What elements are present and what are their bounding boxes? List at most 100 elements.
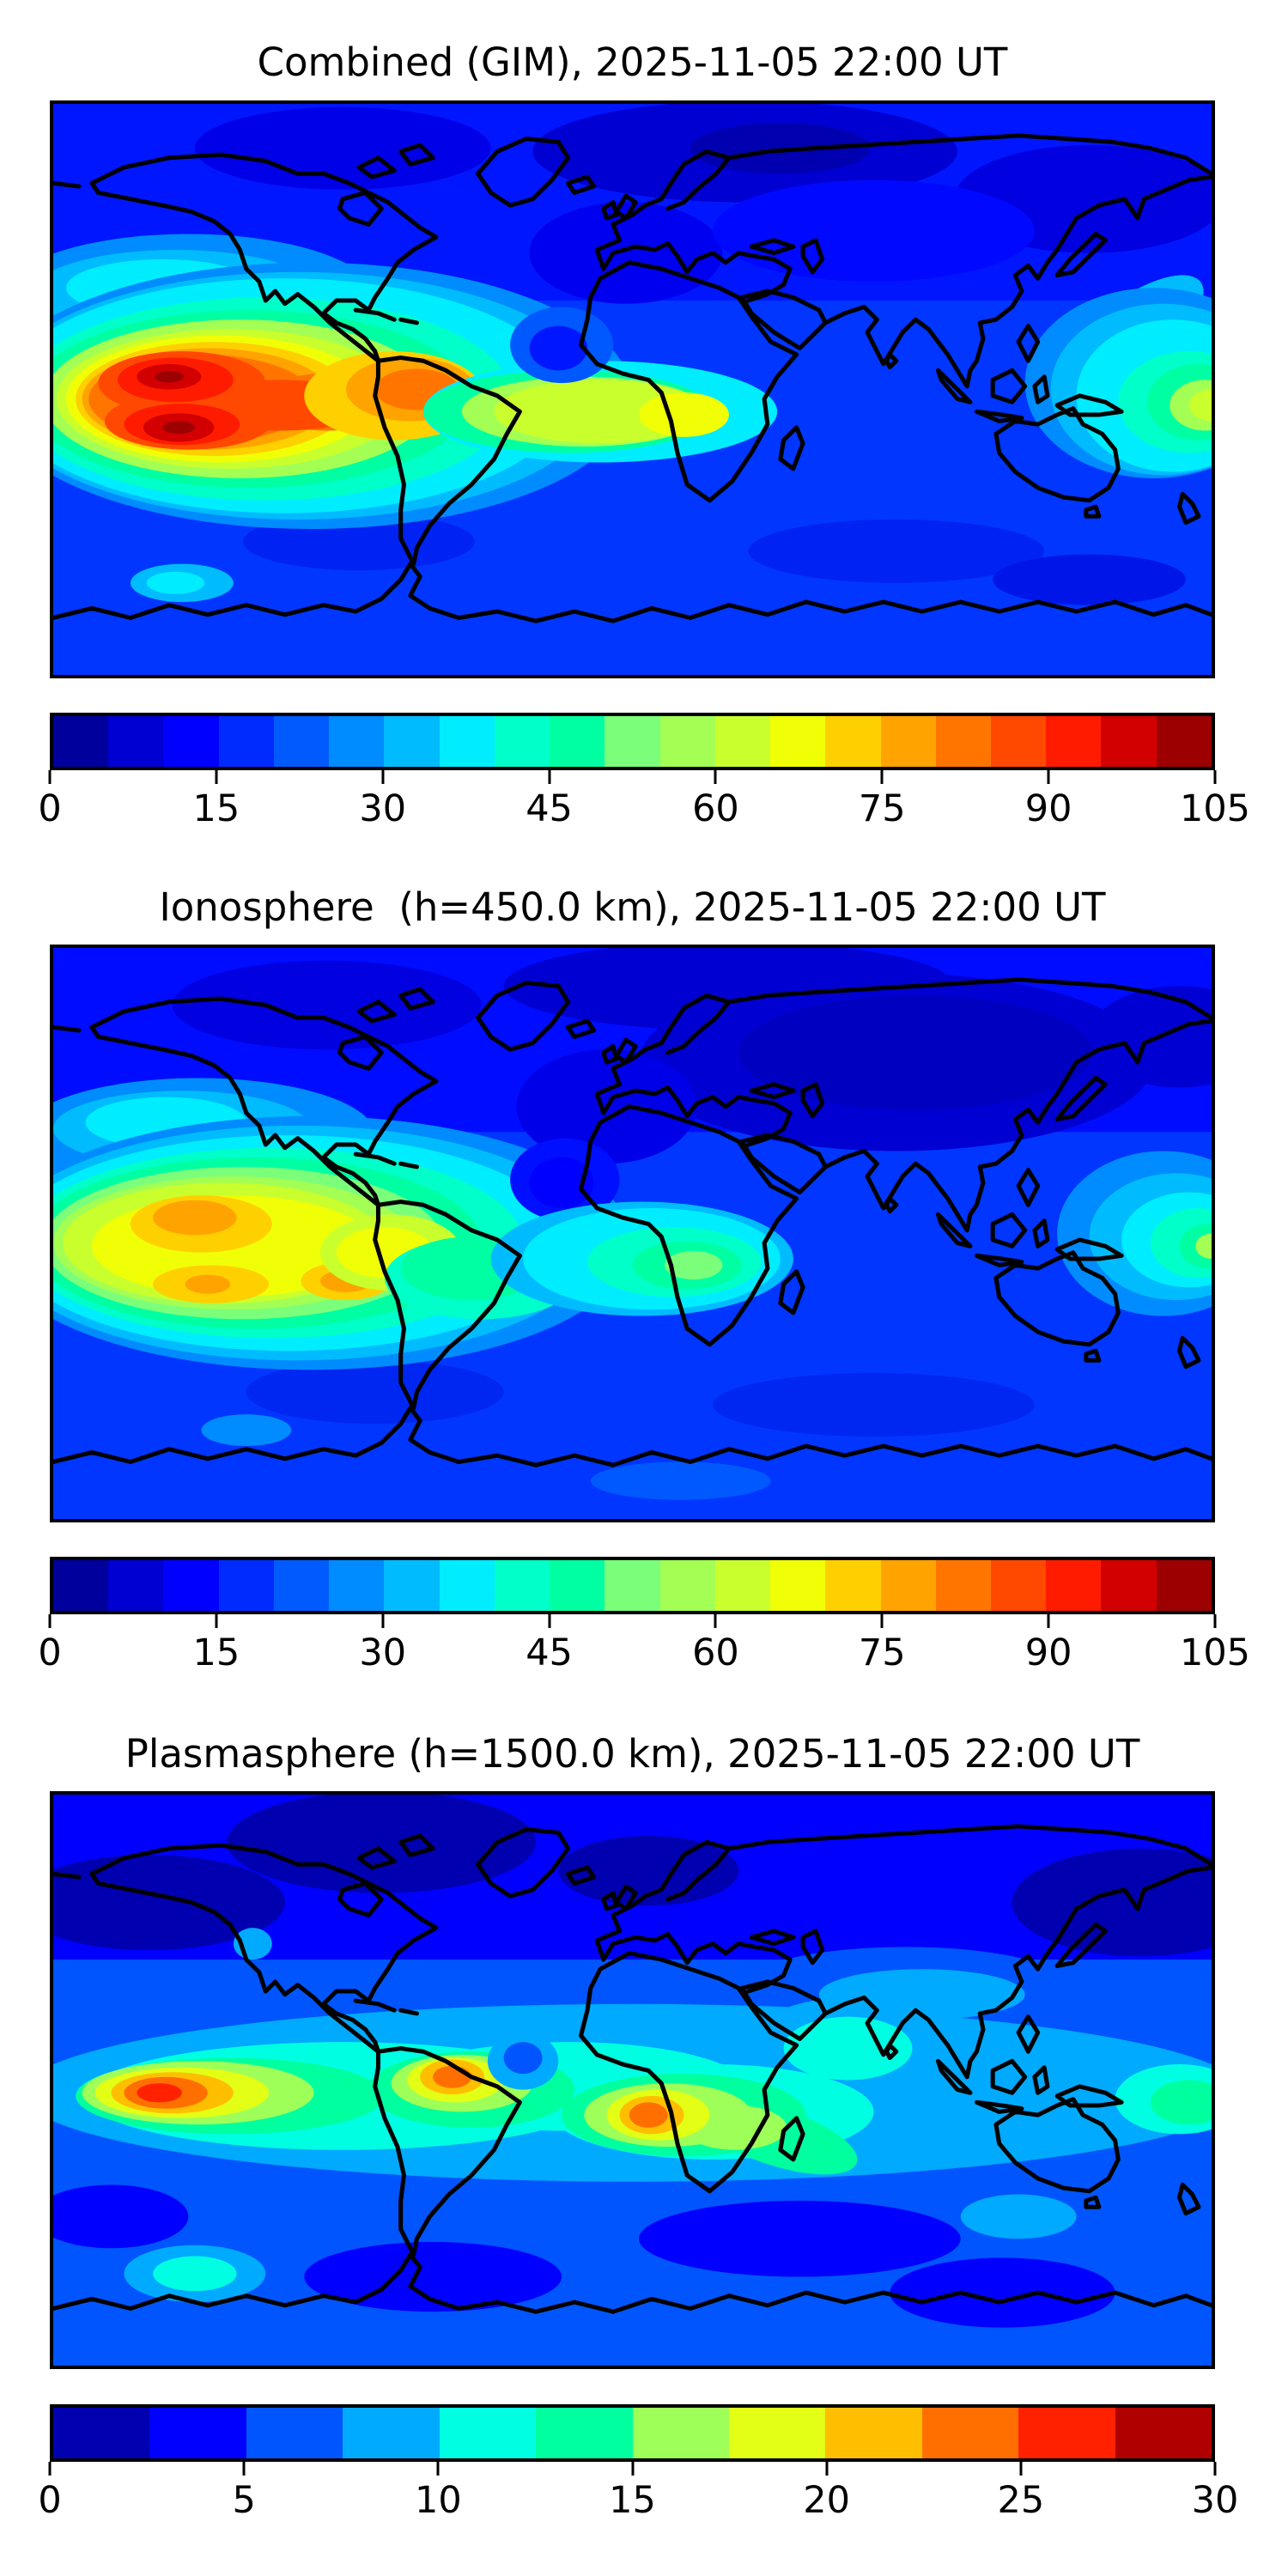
colorbar-segment — [108, 716, 164, 767]
colorbar-segment — [343, 2408, 440, 2458]
colorbar-tick-label: 75 — [858, 787, 906, 830]
colorbar-tick — [1213, 2462, 1217, 2476]
colorbar-segment — [825, 2408, 922, 2458]
colorbar-labels: 0 15 30 45 60 75 90 105 — [38, 1631, 1250, 1675]
colorbar-segment — [439, 1560, 495, 1611]
colorbar-tick — [215, 1614, 218, 1628]
colorbar-tick — [1213, 770, 1217, 784]
colorbar-tick-label: 15 — [192, 787, 240, 830]
colorbar-tick-label: 30 — [359, 787, 407, 830]
colorbar-segment — [1101, 716, 1157, 767]
colorbar-tick — [1047, 770, 1050, 784]
contour-field-ionosphere — [53, 948, 1212, 1519]
colorbar-tick — [48, 770, 52, 784]
colorbar-ionosphere — [50, 1557, 1215, 1614]
colorbar-segment — [825, 716, 881, 767]
colorbar-segment — [439, 2408, 537, 2458]
colorbar-segment — [921, 2408, 1019, 2458]
colorbar-segment — [714, 1560, 771, 1611]
colorbar-tick-label: 30 — [1191, 2479, 1239, 2522]
colorbar-tick — [48, 2462, 52, 2476]
colorbar-segment — [1115, 2408, 1212, 2458]
colorbar-segment — [163, 716, 219, 767]
colorbar-segment — [728, 2408, 826, 2458]
colorbar-tick-label: 15 — [609, 2479, 656, 2522]
colorbar-tick-label: 90 — [1024, 787, 1072, 830]
colorbar-segment — [108, 1560, 164, 1611]
colorbar-tick — [1213, 1614, 1217, 1628]
colorbar-segment — [384, 716, 440, 767]
colorbar-segment — [550, 1560, 605, 1611]
colorbar-tick — [548, 1614, 551, 1628]
world-map-ionosphere — [50, 945, 1215, 1522]
colorbar-segment — [659, 1560, 715, 1611]
colorbar-segments — [53, 716, 1212, 767]
colorbar-segment — [53, 1560, 109, 1611]
panel-title-combined: Combined (GIM), 2025-11-05 22:00 UT — [257, 39, 1008, 85]
world-map-combined — [50, 100, 1215, 678]
colorbar-segment — [273, 1560, 330, 1611]
colorbar-tick — [880, 770, 884, 784]
colorbar-segment — [825, 1560, 881, 1611]
colorbar-plasmasphere — [50, 2404, 1215, 2462]
colorbar-segment — [494, 716, 550, 767]
colorbar-tick-label: 75 — [858, 1631, 906, 1674]
colorbar-segment — [550, 716, 605, 767]
colorbar-ticks — [48, 1614, 1217, 1628]
colorbar-segment — [935, 716, 991, 767]
colorbar-tick-label: 5 — [232, 2479, 256, 2522]
colorbar-tick — [880, 1614, 884, 1628]
colorbar-tick-label: 45 — [526, 1631, 573, 1674]
colorbar-tick-label: 30 — [359, 1631, 407, 1674]
colorbar-tick — [548, 770, 551, 784]
colorbar-tick-label: 105 — [1179, 1631, 1251, 1674]
colorbar-tick — [215, 770, 218, 784]
colorbar-tick-label: 90 — [1024, 1631, 1072, 1674]
colorbar-tick-label: 0 — [38, 787, 62, 830]
colorbar-segment — [536, 2408, 633, 2458]
colorbar-segment — [880, 1560, 936, 1611]
colorbar-tick-label: 15 — [192, 1631, 240, 1674]
colorbar-segment — [1018, 2408, 1115, 2458]
colorbar-segment — [53, 716, 109, 767]
colorbar-segment — [53, 2408, 150, 2458]
colorbar-tick-label: 0 — [38, 1631, 62, 1674]
world-map-plasmasphere — [50, 1791, 1215, 2369]
colorbar-segment — [218, 1560, 274, 1611]
colorbar-segment — [384, 1560, 440, 1611]
colorbar-labels: 0 15 30 45 60 75 90 105 — [38, 787, 1250, 831]
contour-field-plasmasphere — [53, 1795, 1212, 2366]
colorbar-segment — [770, 716, 826, 767]
colorbar-tick-label: 45 — [526, 787, 573, 830]
colorbar-segment — [990, 716, 1047, 767]
colorbar-labels: 0 5 10 15 20 25 30 — [38, 2478, 1238, 2523]
colorbar-tick — [1019, 2462, 1023, 2476]
colorbar-segment — [246, 2408, 343, 2458]
colorbar-segment — [1046, 716, 1102, 767]
colorbar-segment — [163, 1560, 219, 1611]
colorbar-segment — [605, 1560, 660, 1611]
contour-map-plasmasphere — [53, 1795, 1212, 2366]
colorbar-segment — [273, 716, 330, 767]
colorbar-tick-label: 10 — [414, 2479, 462, 2522]
colorbar-segments — [53, 2408, 1212, 2458]
colorbar-combined — [50, 713, 1215, 770]
panel-title-plasmasphere: Plasmasphere (h=1500.0 km), 2025-11-05 2… — [125, 1731, 1140, 1777]
colorbar-tick-label: 0 — [38, 2479, 62, 2522]
colorbar-tick — [714, 770, 717, 784]
colorbar-segment — [770, 1560, 826, 1611]
colorbar-tick-label: 20 — [803, 2479, 851, 2522]
colorbar-tick-label: 60 — [692, 787, 739, 830]
colorbar-tick — [825, 2462, 829, 2476]
contour-field-combined — [53, 104, 1212, 675]
colorbar-segment — [494, 1560, 550, 1611]
colorbar-tick — [381, 1614, 385, 1628]
colorbar-tick — [631, 2462, 634, 2476]
colorbar-segment — [659, 716, 715, 767]
colorbar-segment — [329, 1560, 385, 1611]
colorbar-tick — [1047, 1614, 1050, 1628]
colorbar-segments — [53, 1560, 1212, 1611]
panel-title-ionosphere: Ionosphere (h=450.0 km), 2025-11-05 22:0… — [159, 884, 1106, 930]
colorbar-segment — [632, 2408, 729, 2458]
